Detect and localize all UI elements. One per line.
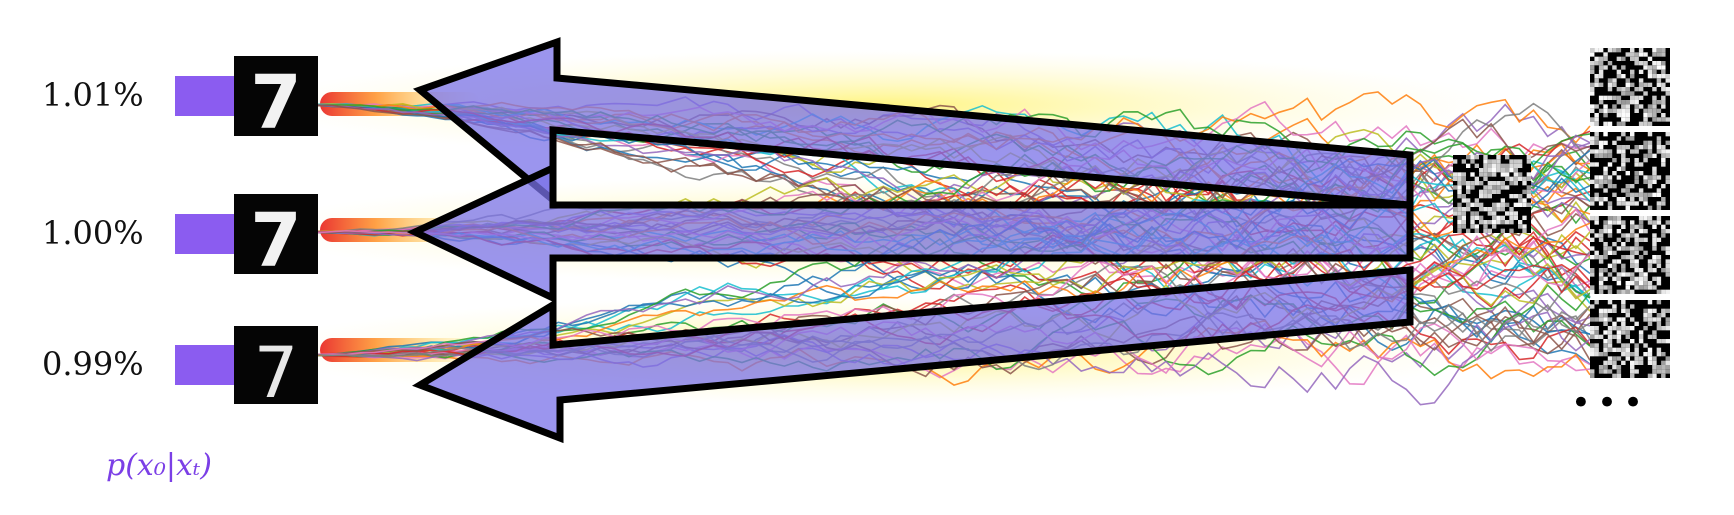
digit-image: 7: [234, 326, 318, 414]
noise-image: [1453, 155, 1531, 233]
digit-image: 7: [234, 194, 318, 284]
digit-label: 7: [250, 198, 302, 284]
probability-bar: [175, 345, 235, 385]
probability-bars: [175, 76, 235, 385]
digit-thumbnails: 7 7 7: [234, 56, 318, 414]
digit-image: 7: [234, 56, 318, 146]
more-noise-ellipsis: •••: [1571, 383, 1649, 423]
noise-image: [1590, 300, 1670, 378]
noise-image: [1590, 216, 1670, 294]
noise-image: [1590, 132, 1670, 210]
probability-bar: [175, 76, 235, 116]
probability-label: 1.00%: [42, 214, 144, 252]
digit-label: 7: [250, 60, 302, 146]
probability-label: 1.01%: [42, 76, 144, 114]
probability-bar: [175, 214, 235, 254]
noise-image: [1590, 48, 1670, 126]
digit-label: 7: [254, 332, 299, 414]
probability-label: 0.99%: [42, 345, 144, 383]
posterior-formula: p(x₀|xₜ): [106, 448, 212, 483]
